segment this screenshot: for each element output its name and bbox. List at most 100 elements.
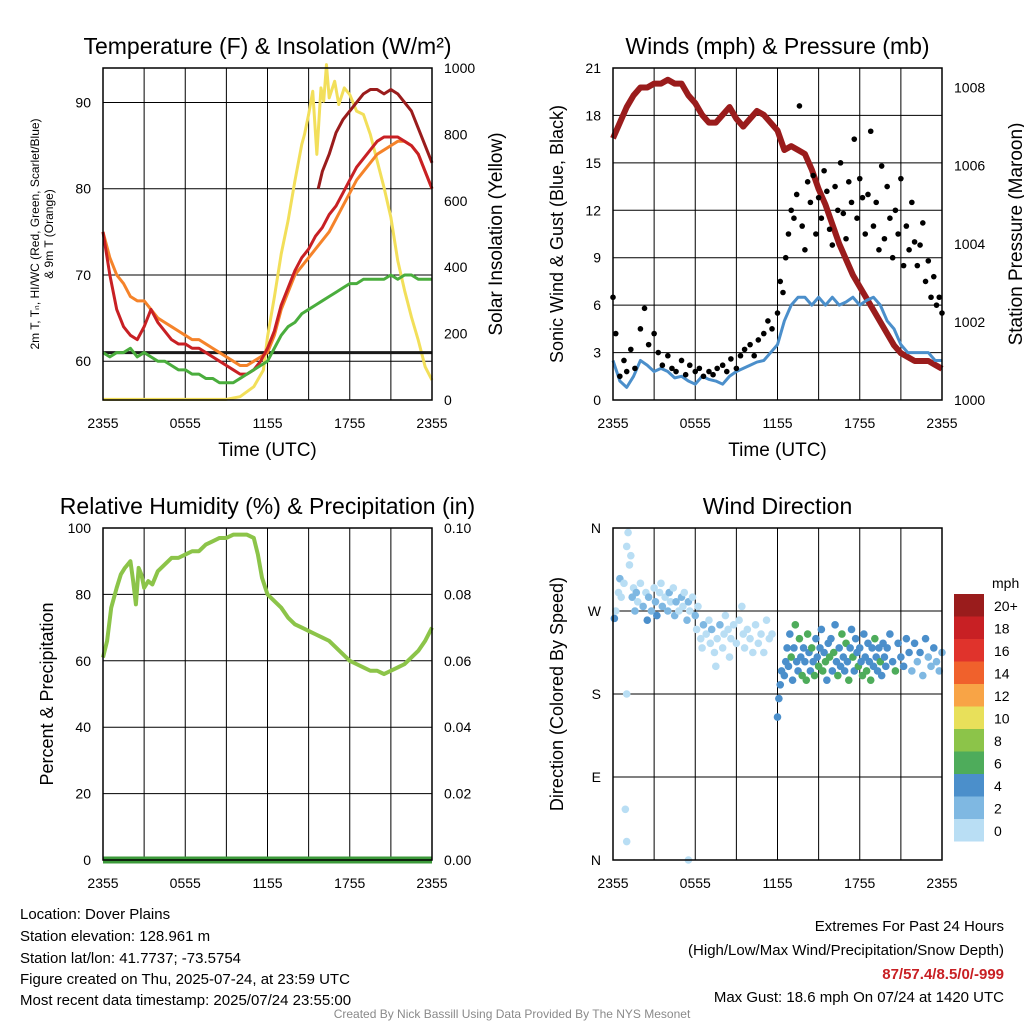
panel-humidity xyxy=(101,527,434,864)
legend-swatch xyxy=(954,706,984,729)
gust-point xyxy=(628,346,634,353)
panel-title: Wind Direction xyxy=(703,493,853,519)
y2-tick-label: 1000 xyxy=(444,60,475,76)
direction-point xyxy=(910,639,919,648)
direction-point xyxy=(762,616,771,625)
direction-point xyxy=(883,644,891,652)
y2-tick-label: 1006 xyxy=(954,158,985,174)
extremes-max-gust: Max Gust: 18.6 mph On 07/24 at 1420 UTC xyxy=(713,989,1004,1006)
direction-point xyxy=(773,713,782,721)
gust-point xyxy=(714,365,720,372)
legend-swatch xyxy=(954,639,984,662)
direction-point xyxy=(838,630,846,638)
direction-point xyxy=(783,644,791,652)
direction-point xyxy=(735,616,743,625)
legend-label: 12 xyxy=(994,688,1010,704)
x-tick-label: 0555 xyxy=(680,415,711,431)
y-tick-label: W xyxy=(588,603,602,619)
y-tick-label: 3 xyxy=(593,345,601,361)
direction-point xyxy=(716,621,724,629)
gust-point xyxy=(815,194,822,201)
direction-point xyxy=(643,616,652,625)
legend-label: 4 xyxy=(994,778,1002,794)
gust-point xyxy=(755,337,762,343)
direction-point xyxy=(768,630,776,638)
direction-point xyxy=(749,648,757,657)
gust-point xyxy=(867,128,874,135)
x-tick-label: 2355 xyxy=(926,415,957,431)
direction-point xyxy=(688,593,697,601)
y-tick-label: 80 xyxy=(75,181,91,197)
y-tick-label: 20 xyxy=(75,786,91,802)
y2-tick-label: 400 xyxy=(444,259,468,275)
y2-tick-label: 0.08 xyxy=(444,586,471,602)
direction-point xyxy=(803,630,812,638)
direction-point xyxy=(916,648,924,657)
gust-point xyxy=(936,294,943,301)
gust-point xyxy=(621,357,627,364)
panel-direction xyxy=(610,527,984,864)
direction-point xyxy=(775,694,783,703)
gust-point xyxy=(856,175,863,182)
x-tick-label: 1755 xyxy=(844,415,875,431)
legend-label: 14 xyxy=(994,666,1010,682)
gust-point xyxy=(623,368,630,375)
direction-point xyxy=(724,625,732,634)
y-axis-label-line1: 2m T, Tₙ, HI/WC (Red, Green, Scarlet/Blu… xyxy=(28,118,42,349)
y2-axis-label: Station Pressure (Maroon) xyxy=(1006,123,1024,346)
direction-point xyxy=(691,611,700,620)
legend-swatch xyxy=(954,661,984,684)
gust-point xyxy=(655,349,662,356)
x-tick-label: 1755 xyxy=(334,875,365,891)
direction-point xyxy=(919,671,927,680)
gust-point xyxy=(673,368,679,375)
info-location: Location: Dover Plains xyxy=(20,906,171,923)
y-tick-label: 6 xyxy=(593,297,601,313)
legend-label: 0 xyxy=(994,823,1002,839)
direction-point xyxy=(632,588,641,597)
direction-point xyxy=(680,588,689,597)
gust-point xyxy=(686,362,693,369)
direction-point xyxy=(820,648,828,657)
legend-swatch xyxy=(954,796,984,819)
direction-point xyxy=(657,579,665,588)
direction-point xyxy=(935,667,944,675)
legend-swatch xyxy=(954,729,984,752)
gust-point xyxy=(895,231,901,237)
y2-tick-label: 0.10 xyxy=(444,520,471,536)
x-tick-label: 2355 xyxy=(597,415,628,431)
gust-point xyxy=(859,194,866,201)
y-tick-label: 100 xyxy=(68,520,92,536)
direction-point xyxy=(611,607,620,615)
x-axis-label: Time (UTC) xyxy=(728,440,827,461)
direction-point xyxy=(886,630,894,638)
direction-point xyxy=(658,602,667,611)
y-axis-label: Direction (Colored By Speed) xyxy=(547,577,567,811)
plot-frame xyxy=(612,527,943,861)
direction-point xyxy=(705,616,713,625)
gust-point xyxy=(682,371,689,378)
x-tick-label: 2355 xyxy=(597,875,628,891)
gust-point xyxy=(887,215,893,221)
gust-point xyxy=(826,226,833,233)
y2-tick-label: 0 xyxy=(444,392,452,408)
direction-point xyxy=(871,634,879,643)
series-line-2 xyxy=(101,139,434,368)
gust-point xyxy=(612,330,619,337)
gust-point xyxy=(876,247,882,253)
direction-point xyxy=(924,653,933,661)
gust-point xyxy=(832,183,838,190)
y2-tick-label: 1002 xyxy=(954,314,985,330)
legend-swatch xyxy=(954,594,984,617)
direction-point xyxy=(699,621,708,629)
gust-point xyxy=(747,341,753,348)
legend-label: 6 xyxy=(994,756,1002,772)
direction-point xyxy=(696,634,705,643)
x-tick-label: 2355 xyxy=(416,415,447,431)
direction-point xyxy=(813,653,822,661)
y2-axis-label: Solar Insolation (Yellow) xyxy=(486,132,507,335)
direction-point xyxy=(843,657,852,666)
direction-point xyxy=(655,588,664,597)
gust-point xyxy=(804,179,811,185)
